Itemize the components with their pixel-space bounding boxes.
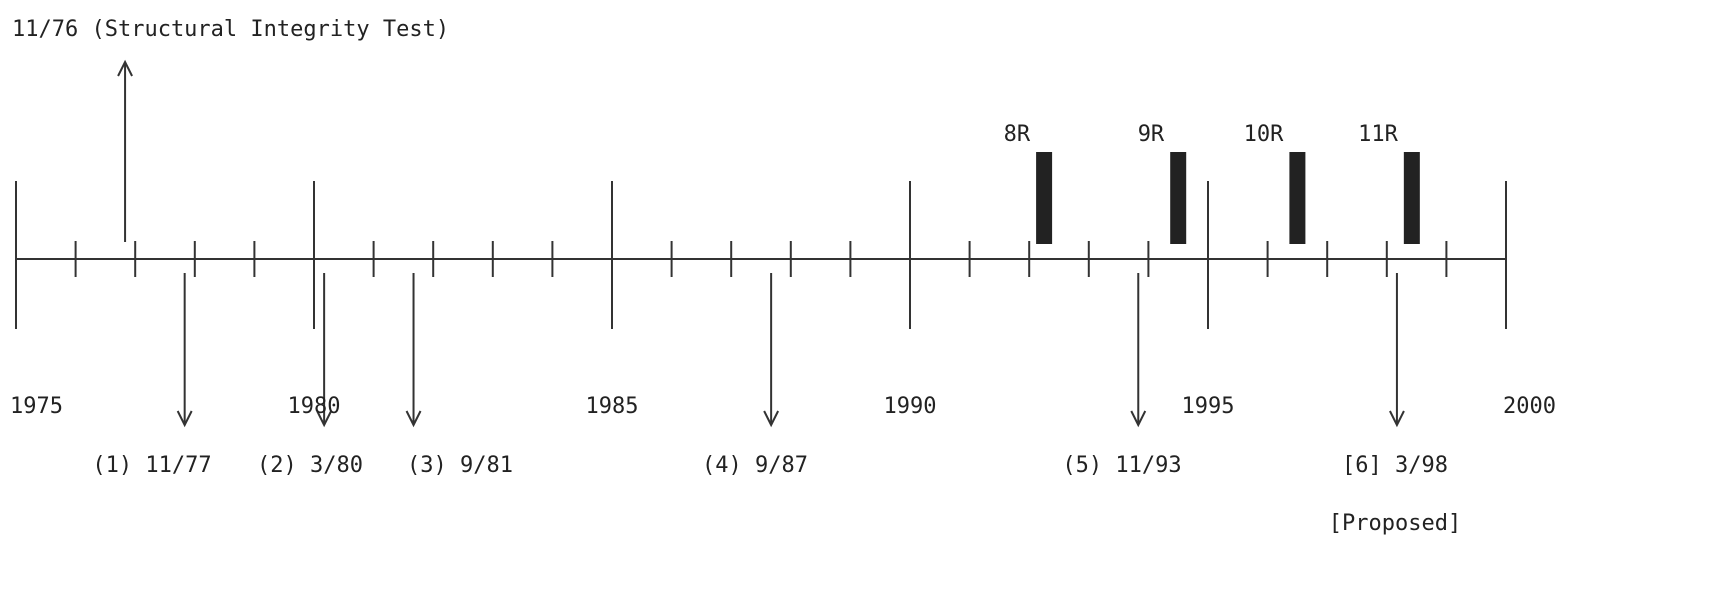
refueling-outages: 8R 9R 10R 11R xyxy=(1004,122,1420,244)
inspection-event-4-label: (4) 9/87 xyxy=(702,453,808,478)
year-label-1995: 1995 xyxy=(1182,394,1235,419)
outage-9R: 9R xyxy=(1138,122,1187,244)
inspection-event-2: (2) 3/80 xyxy=(257,273,363,478)
inspection-event-6-arrow-head xyxy=(1389,410,1405,428)
inspection-event-4: (4) 9/87 xyxy=(702,273,808,478)
inspection-event-6: [6] 3/98 [Proposed] xyxy=(1329,273,1461,536)
outage-label-8R: 8R xyxy=(1004,122,1031,147)
year-label-1985: 1985 xyxy=(586,394,639,419)
inspection-event-2-label: (2) 3/80 xyxy=(257,453,363,478)
outage-label-10R: 10R xyxy=(1244,122,1284,147)
inspection-event-1-arrow-head xyxy=(176,410,193,428)
inspection-event-5-label: (5) 11/93 xyxy=(1062,453,1181,478)
outage-10R: 10R xyxy=(1244,122,1306,244)
top-event: 11/76 (Structural Integrity Test) xyxy=(12,17,449,242)
outage-bar-10R xyxy=(1289,152,1306,244)
year-label-2000: 2000 xyxy=(1503,394,1556,419)
outage-bar-9R xyxy=(1170,152,1187,244)
inspection-event-5: (5) 11/93 xyxy=(1062,273,1182,478)
inspection-event-6-label: [6] 3/98 xyxy=(1342,453,1448,478)
inspection-event-1-label: (1) 11/77 xyxy=(92,453,211,478)
inspection-event-1: (1) 11/77 xyxy=(92,273,212,478)
top-event-label: 11/76 (Structural Integrity Test) xyxy=(12,17,449,42)
inspection-event-3-arrow-head xyxy=(405,410,422,428)
inspection-event-5-arrow-head xyxy=(1130,410,1147,428)
outage-bar-11R xyxy=(1403,152,1420,244)
inspection-event-2-arrow-head xyxy=(316,410,333,428)
inspection-event-6-note: [Proposed] xyxy=(1329,511,1461,536)
inspection-event-4-arrow-head xyxy=(763,410,780,428)
year-label-1990: 1990 xyxy=(884,394,937,419)
outage-11R: 11R xyxy=(1358,122,1420,244)
outage-label-9R: 9R xyxy=(1138,122,1165,147)
outage-8R: 8R xyxy=(1004,122,1053,244)
top-event-arrow-head xyxy=(117,59,133,77)
year-label-1980: 1980 xyxy=(288,394,341,419)
outage-bar-8R xyxy=(1036,152,1053,244)
inspection-events: (1) 11/77 (2) 3/80 (3) 9/81 (4) 9/87 (5) 11/… xyxy=(92,273,1461,536)
year-labels: 1975 1980 1985 1990 1995 2000 xyxy=(10,394,1556,419)
year-label-1975: 1975 xyxy=(10,394,63,419)
inspection-event-3: (3) 9/81 xyxy=(405,273,513,478)
outage-label-11R: 11R xyxy=(1358,122,1398,147)
timeline-axis xyxy=(15,181,1507,329)
inspection-event-3-label: (3) 9/81 xyxy=(407,453,513,478)
